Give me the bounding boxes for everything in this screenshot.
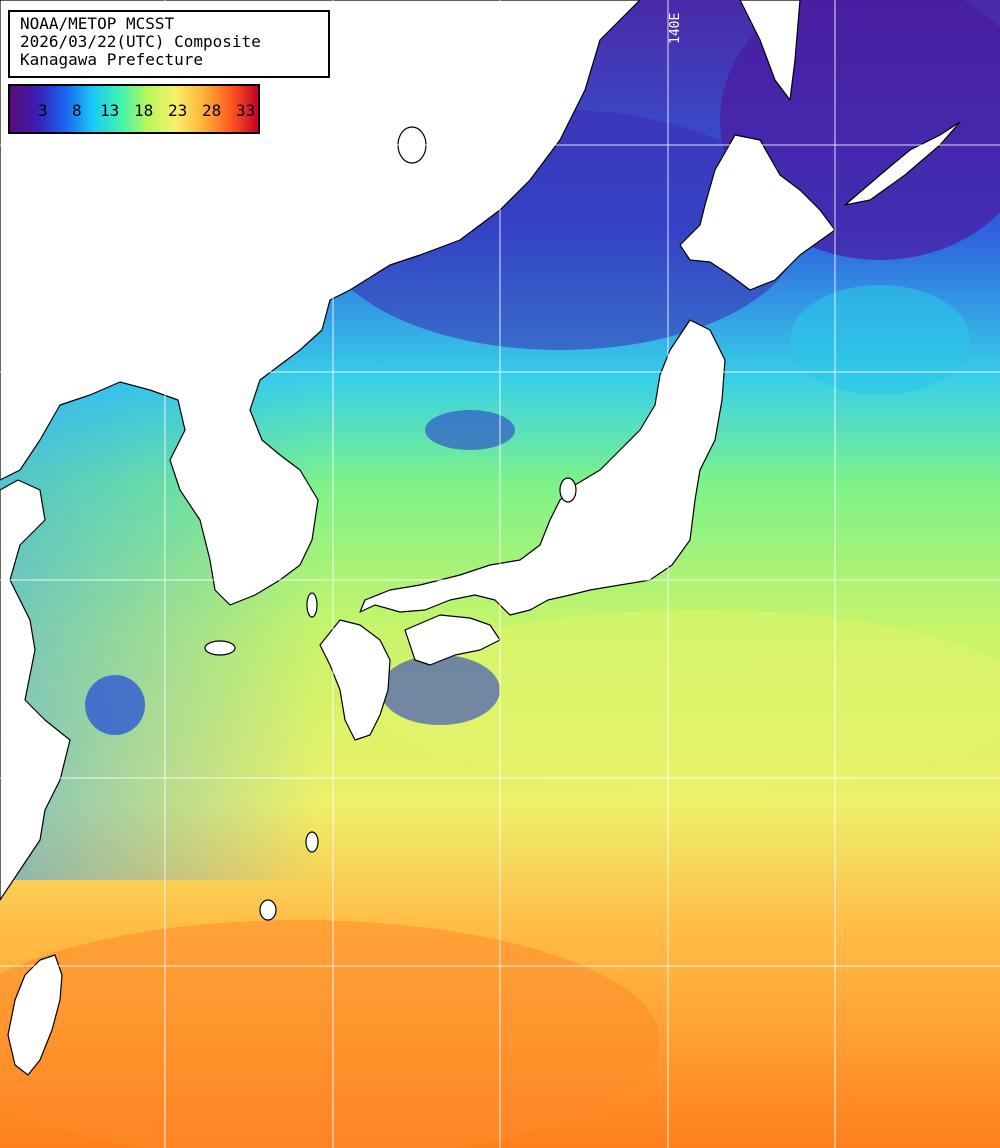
- china-east-coast: [0, 479, 71, 901]
- temperature-colorbar: 3 8 13 18 23 28 33: [8, 84, 260, 134]
- colorbar-tick: 33: [236, 101, 256, 120]
- cold-patch-shikoku: [380, 655, 500, 725]
- taiwan: [7, 954, 63, 1076]
- honshu: [359, 319, 726, 616]
- kamchatka-kurils: [844, 121, 961, 206]
- tsushima-island: [306, 592, 318, 618]
- kuroshio-warm-band: [370, 610, 1000, 790]
- shikoku: [404, 614, 501, 666]
- title-line-3: Kanagawa Prefecture: [20, 50, 204, 69]
- colorbar-tick: 3: [38, 101, 48, 120]
- colorbar-tick: 8: [72, 101, 82, 120]
- sakhalin: [739, 0, 801, 101]
- colorbar-tick: 18: [134, 101, 154, 120]
- hokkaido: [679, 134, 836, 291]
- tanegashima: [305, 831, 319, 853]
- cold-patch-east-sea: [425, 410, 515, 450]
- latitude-label: 40N: [8, 352, 32, 367]
- colorbar-tick: 28: [202, 101, 222, 120]
- amami-island: [259, 899, 277, 921]
- title-line-2: 2026/03/22(UTC) Composite: [20, 32, 261, 51]
- colorbar-tick: 23: [168, 101, 188, 120]
- title-panel: NOAA/METOP MCSST 2026/03/22(UTC) Composi…: [8, 10, 330, 78]
- jeju-island: [204, 640, 236, 656]
- kyushu: [319, 619, 391, 741]
- sado-island: [559, 477, 577, 503]
- longitude-label: 140E: [668, 12, 683, 44]
- asian-continent: [0, 0, 641, 606]
- title-line-1: NOAA/METOP MCSST: [20, 14, 175, 33]
- cold-patch-yellow-sea: [85, 675, 145, 735]
- land: [0, 0, 961, 1076]
- colorbar-tick: 13: [100, 101, 120, 120]
- cool-eddy-east: [790, 285, 970, 395]
